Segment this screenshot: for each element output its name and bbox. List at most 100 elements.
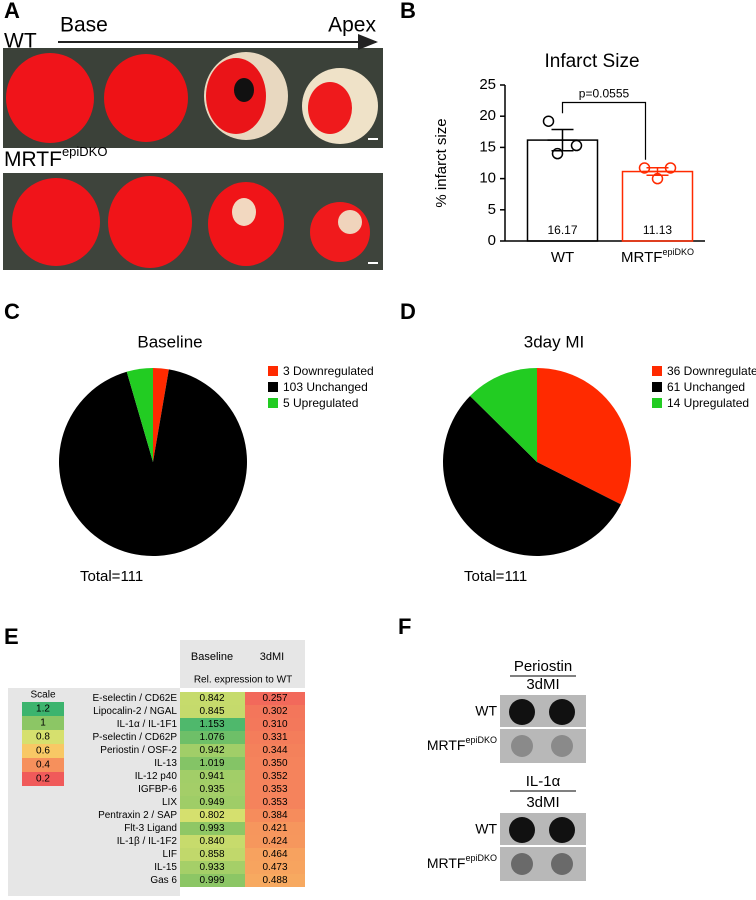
heat-cell	[180, 718, 245, 731]
heart-slice	[12, 178, 100, 266]
heat-value: 0.353	[262, 784, 287, 795]
heat-value: 1.153	[199, 719, 224, 730]
heat-cell	[180, 744, 245, 757]
blot-spot	[511, 853, 533, 875]
heat-cell	[245, 692, 305, 705]
panel-a: WT Base Apex MRTFepiDKO	[3, 14, 383, 270]
legend-swatch	[268, 398, 278, 408]
pie-slice	[153, 368, 169, 462]
data-point	[542, 115, 555, 127]
blot-spot	[551, 853, 573, 875]
total-label: Total=111	[464, 568, 527, 585]
heat-cell	[245, 835, 305, 848]
x-tick-label: MRTFepiDKO	[621, 247, 694, 266]
heat-value: 0.999	[199, 875, 224, 886]
arrow-label: Base	[60, 14, 108, 37]
scale-label: 1.2	[36, 704, 50, 715]
label-base: MRTF	[427, 855, 466, 871]
row-label: MRTFepiDKO	[427, 735, 497, 752]
row-label: IL-15	[154, 862, 177, 873]
panel-letter: D	[400, 299, 416, 324]
heart-slice	[310, 202, 370, 262]
row-label: Periostin / OSF-2	[100, 745, 177, 756]
row-label: WT	[4, 30, 37, 53]
heat-value: 1.076	[199, 732, 224, 743]
data-point	[570, 139, 583, 152]
heat-value: 0.424	[262, 836, 287, 847]
pie-slice	[58, 369, 247, 556]
blot-spot	[549, 817, 575, 843]
heat-cell	[180, 731, 245, 744]
heat-cell	[245, 822, 305, 835]
pie-slice	[443, 396, 621, 556]
y-tick-label: 5	[488, 201, 496, 218]
blot-title: Periostin	[514, 658, 572, 675]
row-label: WT	[475, 703, 497, 719]
panel-letter: F	[398, 614, 411, 639]
data-point	[638, 162, 651, 174]
pie-slice	[470, 368, 537, 462]
heat-value: 0.464	[262, 849, 287, 860]
heat-cell	[245, 796, 305, 809]
x-tick-label: WT	[551, 249, 574, 266]
heat-value: 0.949	[199, 797, 224, 808]
label-sup: epiDKO	[62, 144, 108, 159]
row-label: Pentraxin 2 / SAP	[98, 810, 177, 821]
data-point	[664, 162, 677, 174]
heat-cell	[180, 861, 245, 874]
heat-cell	[180, 796, 245, 809]
scale-title: Scale	[30, 690, 55, 701]
heat-cell	[245, 705, 305, 718]
heat-cell	[245, 718, 305, 731]
scale-label: 0.4	[36, 760, 50, 771]
row-label: IGFBP-6	[138, 784, 177, 795]
heart-scar	[232, 198, 256, 226]
panel-letter: E	[4, 624, 19, 649]
legend-label: 3 Downregulated	[283, 364, 374, 378]
y-tick-label: 25	[479, 76, 496, 93]
scale-bar	[368, 262, 378, 264]
heat-cell	[180, 822, 245, 835]
heat-value: 0.352	[262, 771, 287, 782]
chart-title: Baseline	[137, 332, 202, 351]
y-tick-label: 15	[479, 138, 496, 155]
heart-slice	[6, 53, 94, 143]
heat-value: 0.344	[262, 745, 287, 756]
row-label: IL-13	[154, 758, 177, 769]
heat-cell	[245, 731, 305, 744]
error-bar	[547, 128, 578, 152]
heat-value: 0.302	[262, 706, 287, 717]
heat-cell	[245, 783, 305, 796]
panel-letter: B	[400, 0, 416, 23]
blot-spot	[509, 699, 535, 725]
heat-value: 0.350	[262, 758, 287, 769]
heat-cell	[180, 783, 245, 796]
blot-title: IL-1α	[526, 773, 561, 790]
scale-label: 1	[40, 718, 46, 729]
legend-swatch	[268, 366, 278, 376]
heart-lumen	[234, 78, 254, 102]
pie-slice	[126, 368, 153, 462]
total-label: Total=111	[80, 568, 143, 585]
row-label: Gas 6	[150, 875, 177, 886]
row-label: LIF	[163, 849, 177, 860]
heat-cell	[180, 835, 245, 848]
heart-slice	[108, 176, 192, 268]
heat-value: 0.353	[262, 797, 287, 808]
heat-cell	[180, 705, 245, 718]
heat-value: 0.842	[199, 693, 224, 704]
heat-value: 0.384	[262, 810, 287, 821]
row-label: Lipocalin-2 / NGAL	[93, 706, 177, 717]
heat-cell	[245, 848, 305, 861]
label-base: WT	[551, 249, 574, 266]
row-label: P-selectin / CD62P	[93, 732, 178, 743]
scale-swatch	[22, 702, 64, 716]
scale-swatch	[22, 758, 64, 772]
heat-value: 0.935	[199, 784, 224, 795]
table-header-bg	[180, 640, 305, 688]
heat-cell	[180, 770, 245, 783]
chart-title: 3day MI	[524, 332, 584, 351]
annotation: p=0.0555	[579, 87, 630, 101]
blot-subtitle: 3dMI	[526, 676, 559, 693]
heart-slice	[104, 54, 188, 142]
